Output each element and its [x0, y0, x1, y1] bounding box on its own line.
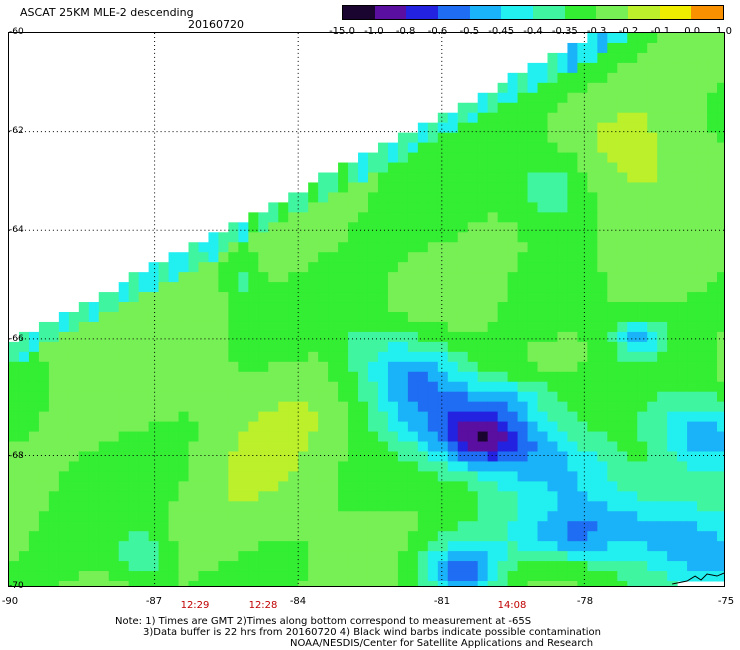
longitude-label: -84: [289, 596, 307, 607]
longitude-label: -81: [433, 596, 451, 607]
latitude-label: -62: [9, 126, 24, 136]
pass-time-label: 12:28: [248, 600, 278, 611]
coastline: [672, 572, 724, 585]
latitude-label: -64: [9, 225, 24, 235]
color-scale-tick-label: 0.0: [684, 26, 701, 37]
color-scale-tick-label: -15.0: [329, 26, 355, 37]
map-date: 20160720: [188, 18, 244, 31]
latitude-label: -68: [9, 451, 24, 461]
color-scale-swatch: [374, 6, 407, 19]
color-scale-swatch: [343, 6, 375, 19]
color-scale-tick-label: -0.35: [551, 26, 578, 37]
mle-map-plot: [8, 32, 725, 587]
color-scale-swatch: [659, 6, 692, 19]
color-scale-swatch: [628, 6, 660, 19]
longitude-label: -90: [1, 596, 19, 607]
color-scale-tick-label: -0.4: [523, 26, 543, 37]
color-scale-tick-label: -0.3: [586, 26, 607, 37]
pass-time-label: 14:08: [497, 600, 527, 611]
latitude-label: -60: [9, 27, 24, 37]
color-scale-swatch: [596, 6, 629, 19]
color-scale-tick-label: -0.5: [459, 26, 480, 37]
pass-time-label: 12:29: [180, 600, 210, 611]
map-title: ASCAT 25KM MLE-2 descending: [20, 6, 194, 19]
color-scale-bar: [342, 5, 724, 20]
color-scale-swatch: [533, 6, 565, 19]
color-scale-tick-label: -0.45: [488, 26, 515, 37]
color-scale-swatch: [564, 6, 597, 19]
longitude-label: -75: [717, 596, 735, 607]
color-scale-swatch: [469, 6, 502, 19]
graticule: [9, 33, 724, 586]
color-scale-tick-label: -0.2: [618, 26, 639, 37]
color-scale-swatch: [691, 6, 724, 19]
color-scale-tick-label: 1.0: [716, 26, 732, 37]
longitude-label: -87: [145, 596, 163, 607]
latitude-label: -66: [9, 334, 24, 344]
latitude-label: -70: [9, 581, 24, 591]
color-scale-swatch: [501, 6, 534, 19]
color-scale-swatch: [438, 6, 470, 19]
note-line-3: NOAA/NESDIS/Center for Satellite Applica…: [290, 638, 594, 649]
color-scale-tick-label: -0.8: [395, 26, 416, 37]
color-scale-tick-label: -0.6: [427, 26, 448, 37]
note-line-1: Note: 1) Times are GMT 2)Times along bot…: [115, 616, 532, 627]
color-scale-tick-label: -1.0: [364, 26, 384, 37]
note-line-2: 3)Data buffer is 22 hrs from 20160720 4)…: [143, 627, 601, 638]
color-scale-swatch: [406, 6, 439, 19]
longitude-label: -78: [576, 596, 594, 607]
color-scale-tick-label: -0.1: [650, 26, 671, 37]
data-grid: [9, 33, 724, 586]
